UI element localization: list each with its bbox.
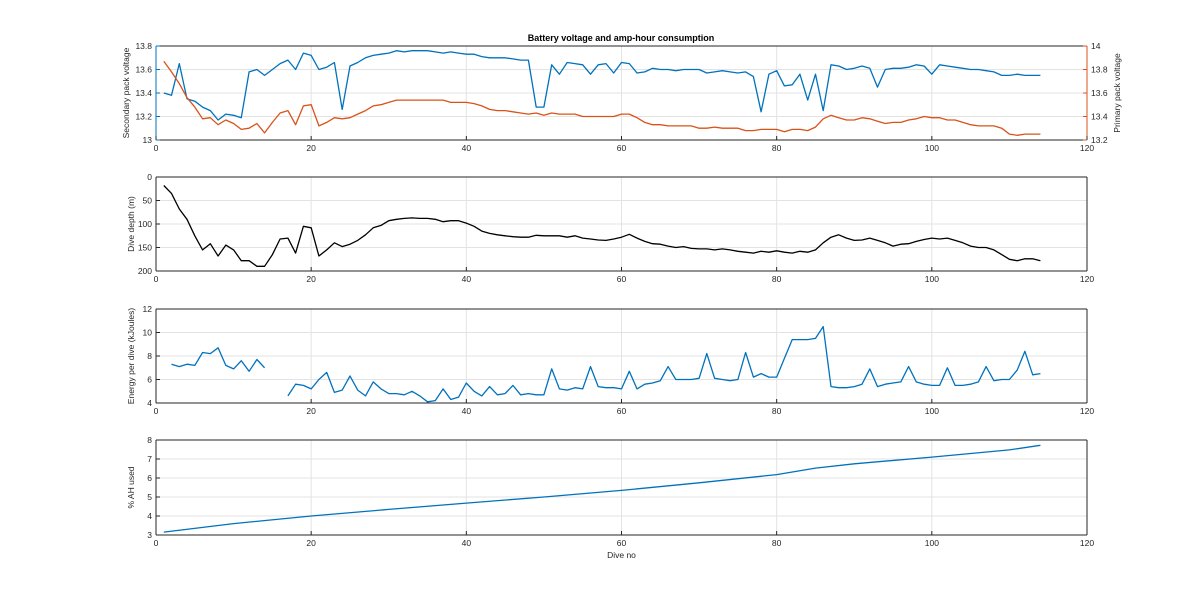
voltage-x-tick-label: 20	[306, 143, 316, 153]
ah-x-axis-label: Dive no	[607, 550, 636, 560]
depth-y-axis-label: Dive depth (m)	[126, 196, 136, 252]
ah-y-tick-label: 8	[147, 435, 152, 445]
energy-y-tick-label: 10	[143, 328, 153, 338]
voltage-x-tick-label: 80	[772, 143, 782, 153]
ah-x-tick-label: 20	[306, 538, 316, 548]
voltage-y2-tick-label: 14	[1091, 41, 1101, 51]
depth-y-tick-label: 0	[147, 172, 152, 182]
energy-x-tick-label: 0	[154, 406, 159, 416]
ah-x-tick-label: 40	[462, 538, 472, 548]
plots-container: 0 20 40 60 80 100 1201313.213.413.613.8Seconda…	[121, 41, 1122, 560]
ah-x-tick-label: 120	[1080, 538, 1094, 548]
ah-y-tick-label: 5	[147, 492, 152, 502]
ah-x-tick-label: 60	[617, 538, 627, 548]
voltage-y-axis-label: Secondary pack voltage	[121, 47, 131, 138]
voltage-x-tick-label: 40	[462, 143, 472, 153]
voltage-x-tick-label: 0	[154, 143, 159, 153]
energy-panel: 0 20 40 60 80 100 120 4 6 8 10 12 Energy per dive (k…	[126, 304, 1094, 416]
ah-x-tick-label: 100	[925, 538, 939, 548]
voltage-y2-tick-label: 13.8	[1091, 65, 1108, 75]
energy-series-line	[287, 325, 1041, 403]
energy-y-axis-label: Energy per dive (kJoules)	[126, 308, 136, 405]
voltage-y2-tick-label: 13.6	[1091, 88, 1108, 98]
primary-voltage-series-line	[163, 60, 1041, 136]
ah-x-tick-label: 80	[772, 538, 782, 548]
energy-series-line	[171, 347, 266, 372]
depth-x-tick-label: 100	[925, 274, 939, 284]
energy-y-tick-label: 4	[147, 398, 152, 408]
voltage-x-tick-label: 100	[925, 143, 939, 153]
energy-y-tick-label: 8	[147, 351, 152, 361]
ah-y-tick-label: 7	[147, 454, 152, 464]
ah-y-tick-label: 3	[147, 530, 152, 540]
voltage-y-tick-label: 13.2	[135, 112, 152, 122]
voltage-y2-axis-label: Primary pack voltage	[1112, 53, 1122, 133]
energy-x-tick-label: 20	[306, 406, 316, 416]
depth-x-tick-label: 0	[154, 274, 159, 284]
voltage-y-tick-label: 13.4	[135, 88, 152, 98]
depth-panel: 0 20 40 60 80 100 120 0 50 100 150 200 Dive depth (m…	[126, 172, 1094, 284]
depth-y-tick-label: 50	[143, 196, 153, 206]
ah-panel: 0 20 40 60 80 100 120 3 4 5 6 7 8 % AH used Dive no	[126, 435, 1094, 560]
depth-x-tick-label: 20	[306, 274, 316, 284]
voltage-panel: 0 20 40 60 80 100 120 13 13.2 13.4 13.6 13.8 Seconda…	[121, 41, 1122, 153]
depth-x-tick-label: 40	[462, 274, 472, 284]
energy-x-tick-label: 100	[925, 406, 939, 416]
depth-x-tick-label: 80	[772, 274, 782, 284]
depth-y-tick-label: 200	[138, 266, 152, 276]
energy-x-tick-label: 40	[462, 406, 472, 416]
secondary-voltage-series-line	[163, 50, 1041, 121]
energy-y-tick-label: 12	[143, 304, 153, 314]
depth-x-tick-label: 120	[1080, 274, 1094, 284]
energy-y-tick-label: 6	[147, 375, 152, 385]
voltage-y-tick-label: 13	[143, 135, 153, 145]
energy-x-tick-label: 80	[772, 406, 782, 416]
depth-x-tick-label: 60	[617, 274, 627, 284]
depth-series-line	[163, 185, 1041, 267]
voltage-y2-tick-label: 13.4	[1091, 112, 1108, 122]
chart-title: Battery voltage and amp-hour consumption	[528, 33, 715, 43]
ah-y-tick-label: 4	[147, 511, 152, 521]
energy-x-tick-label: 60	[617, 406, 627, 416]
voltage-y-tick-label: 13.8	[135, 41, 152, 51]
voltage-x-tick-label: 120	[1080, 143, 1094, 153]
voltage-x-tick-label: 60	[617, 143, 627, 153]
ah-y-tick-label: 6	[147, 473, 152, 483]
ah-y-axis-label: % AH used	[126, 466, 136, 508]
energy-x-tick-label: 120	[1080, 406, 1094, 416]
depth-y-tick-label: 150	[138, 243, 152, 253]
voltage-y-tick-label: 13.6	[135, 65, 152, 75]
depth-y-tick-label: 100	[138, 219, 152, 229]
ah-series-line	[163, 444, 1041, 533]
ah-x-tick-label: 0	[154, 538, 159, 548]
voltage-y2-tick-label: 13.2	[1091, 135, 1108, 145]
